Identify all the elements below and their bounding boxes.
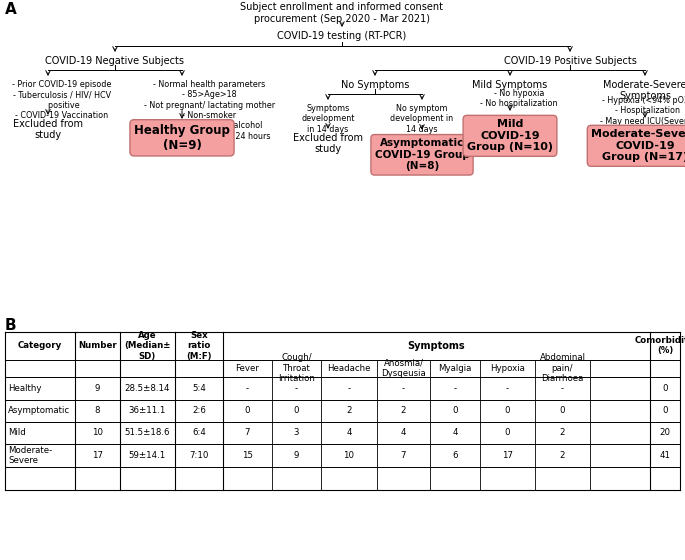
Text: 7: 7 xyxy=(245,428,250,437)
Text: Excluded from
study: Excluded from study xyxy=(13,119,83,141)
Text: 6: 6 xyxy=(452,451,458,460)
Text: Asymptomatic: Asymptomatic xyxy=(8,406,70,416)
Text: Comorbidity
(%): Comorbidity (%) xyxy=(635,336,685,356)
Text: Fever: Fever xyxy=(236,363,260,373)
Text: Category: Category xyxy=(18,341,62,350)
Text: Moderate-Severe
COVID-19
Group (N=17): Moderate-Severe COVID-19 Group (N=17) xyxy=(591,129,685,162)
Text: -: - xyxy=(347,384,351,393)
Text: Anosmia/
Dysgeusia: Anosmia/ Dysgeusia xyxy=(381,358,426,378)
Text: Symptoms: Symptoms xyxy=(408,340,465,351)
Text: 41: 41 xyxy=(660,451,671,460)
Text: 36±11.1: 36±11.1 xyxy=(129,406,166,416)
Text: No Symptoms: No Symptoms xyxy=(341,80,409,90)
Text: - Normal health parameters
- 85>Age>18
- Not pregnant/ lactating mother
- Non-sm: - Normal health parameters - 85>Age>18 -… xyxy=(144,80,275,141)
Text: 2:6: 2:6 xyxy=(192,406,206,416)
Text: -: - xyxy=(453,384,457,393)
Text: 0: 0 xyxy=(662,406,668,416)
Text: 5:4: 5:4 xyxy=(192,384,206,393)
Text: 59±14.1: 59±14.1 xyxy=(129,451,166,460)
Text: 0: 0 xyxy=(560,406,565,416)
Text: 2: 2 xyxy=(560,451,565,460)
Text: Abdominal
pain/
Diarrhoea: Abdominal pain/ Diarrhoea xyxy=(540,353,586,383)
Text: -: - xyxy=(561,384,564,393)
Text: COVID-19 Negative Subjects: COVID-19 Negative Subjects xyxy=(45,56,184,66)
Text: Mild: Mild xyxy=(8,428,26,437)
Text: 8: 8 xyxy=(95,406,100,416)
Text: -: - xyxy=(506,384,509,393)
Text: 4: 4 xyxy=(452,428,458,437)
Text: 0: 0 xyxy=(452,406,458,416)
Text: 17: 17 xyxy=(502,451,513,460)
Text: Sex
ratio
(M:F): Sex ratio (M:F) xyxy=(186,331,212,361)
Text: -: - xyxy=(246,384,249,393)
Text: 4: 4 xyxy=(346,428,352,437)
Text: Symptoms
development
in 14 days: Symptoms development in 14 days xyxy=(301,104,355,134)
Text: 15: 15 xyxy=(242,451,253,460)
Text: 0: 0 xyxy=(505,406,510,416)
Text: Myalgia: Myalgia xyxy=(438,363,472,373)
Text: Mild
COVID-19
Group (N=10): Mild COVID-19 Group (N=10) xyxy=(467,119,553,152)
Text: COVID-19 testing (RT-PCR): COVID-19 testing (RT-PCR) xyxy=(277,31,407,41)
Text: Number: Number xyxy=(78,341,117,350)
Text: -: - xyxy=(295,384,298,393)
Text: Healthy Group
(N=9): Healthy Group (N=9) xyxy=(134,124,230,152)
Text: 0: 0 xyxy=(294,406,299,416)
Text: 6:4: 6:4 xyxy=(192,428,206,437)
Text: Age
(Median±
SD): Age (Median± SD) xyxy=(124,331,171,361)
Text: COVID-19 Positive Subjects: COVID-19 Positive Subjects xyxy=(503,56,636,66)
Text: 10: 10 xyxy=(343,451,355,460)
Text: 9: 9 xyxy=(294,451,299,460)
Text: 0: 0 xyxy=(505,428,510,437)
Text: 2: 2 xyxy=(346,406,352,416)
Text: 20: 20 xyxy=(660,428,671,437)
Text: Mild Symptoms: Mild Symptoms xyxy=(473,80,547,90)
Text: Excluded from
study: Excluded from study xyxy=(293,133,363,155)
Text: Cough/
Throat
Irritation: Cough/ Throat Irritation xyxy=(278,353,315,383)
Text: Healthy: Healthy xyxy=(8,384,42,393)
Text: Asymptomatic
COVID-19 Group
(N=8): Asymptomatic COVID-19 Group (N=8) xyxy=(375,138,469,171)
Text: 2: 2 xyxy=(401,406,406,416)
Text: Moderate-Severe
Symptoms: Moderate-Severe Symptoms xyxy=(603,80,685,101)
Text: 7:10: 7:10 xyxy=(189,451,209,460)
Text: - Hypoxia (<94% pO2)
- Hospitalization
- May need ICU(Severe)
- No ARDS: - Hypoxia (<94% pO2) - Hospitalization -… xyxy=(600,96,685,136)
Text: 0: 0 xyxy=(245,406,250,416)
Text: - No hypoxia
- No hospitalization: - No hypoxia - No hospitalization xyxy=(480,89,558,108)
Text: A: A xyxy=(5,2,16,17)
Text: No symptom
development in
14 days: No symptom development in 14 days xyxy=(390,104,453,134)
Text: 3: 3 xyxy=(294,428,299,437)
Text: 2: 2 xyxy=(560,428,565,437)
Text: Subject enrollment and informed consent
procurement (Sep 2020 - Mar 2021): Subject enrollment and informed consent … xyxy=(240,2,443,24)
Text: 4: 4 xyxy=(401,428,406,437)
Text: Hypoxia: Hypoxia xyxy=(490,363,525,373)
Text: 10: 10 xyxy=(92,428,103,437)
Text: - Prior COVID-19 episode
- Tuberculosis / HIV/ HCV
  positive
- COVID-19 Vaccina: - Prior COVID-19 episode - Tuberculosis … xyxy=(12,80,112,120)
Text: 9: 9 xyxy=(95,384,100,393)
Text: Moderate-
Severe: Moderate- Severe xyxy=(8,446,52,465)
Text: 7: 7 xyxy=(401,451,406,460)
Text: 28.5±8.14: 28.5±8.14 xyxy=(125,384,171,393)
Text: -: - xyxy=(402,384,405,393)
Text: Headache: Headache xyxy=(327,363,371,373)
Text: 51.5±18.6: 51.5±18.6 xyxy=(125,428,171,437)
Text: B: B xyxy=(5,318,16,333)
Text: 0: 0 xyxy=(662,384,668,393)
Text: 17: 17 xyxy=(92,451,103,460)
